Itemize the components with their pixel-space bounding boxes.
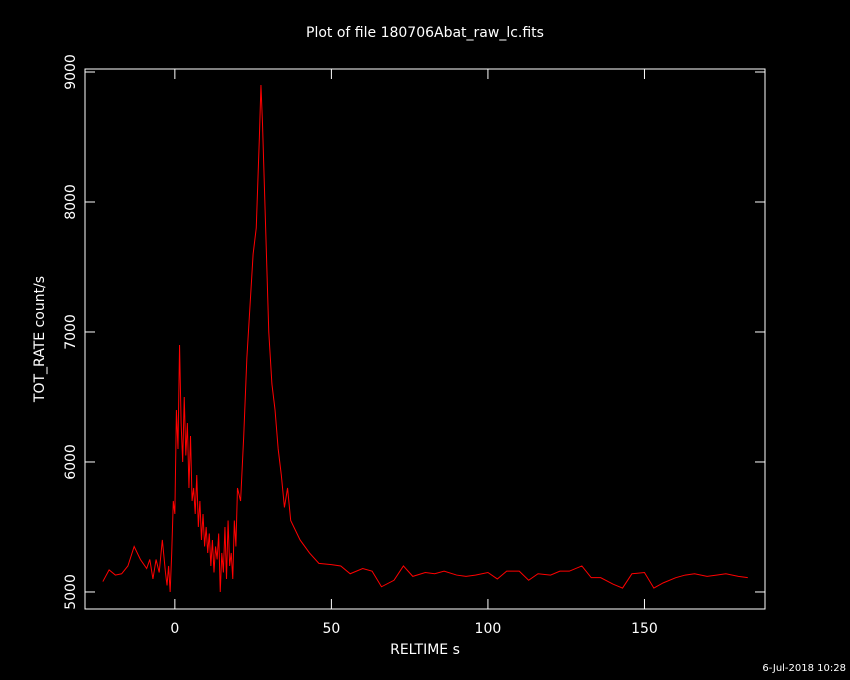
x-tick-label: 0 [170,621,179,637]
x-axis-label: RELTIME s [390,642,460,658]
data-line [102,84,748,593]
y-tick-label: 7000 [63,314,79,350]
y-axis-label: TOT_RATE count/s [32,276,48,403]
footer: 6-Jul-2018 10:28 [762,663,846,674]
chart-title: Plot of file 180706Abat_raw_lc.fits [306,25,544,41]
plot-frame [84,68,766,610]
y-tick-label: 5000 [63,574,79,610]
y-tick-label: 9000 [63,54,79,90]
y-tick-label: 6000 [63,444,79,480]
x-tick-label: 50 [322,621,340,637]
x-tick-label: 150 [631,621,658,637]
x-tick-label: 100 [475,621,502,637]
y-tick-label: 8000 [63,184,79,220]
